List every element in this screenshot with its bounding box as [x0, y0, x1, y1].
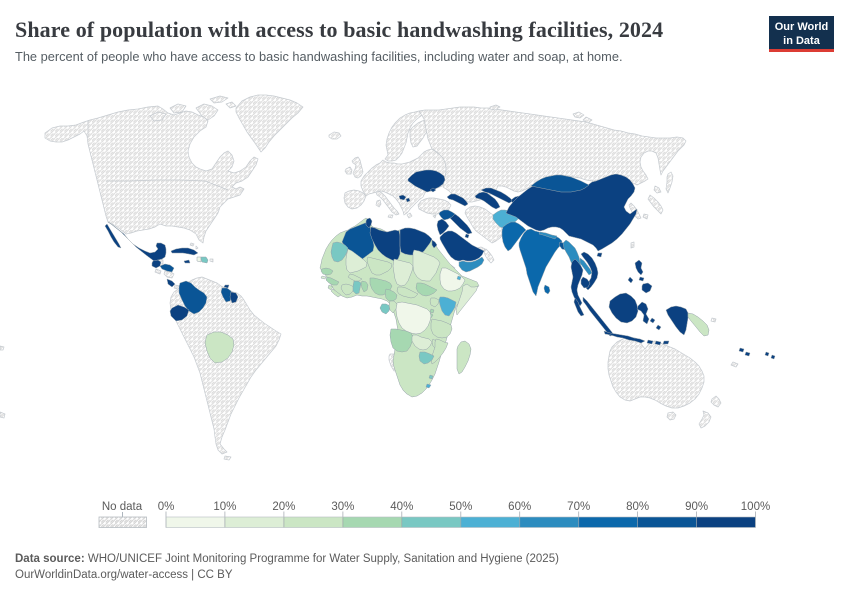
svg-text:70%: 70%: [567, 501, 590, 513]
svg-text:50%: 50%: [449, 501, 472, 513]
svg-text:10%: 10%: [213, 501, 236, 513]
svg-text:No data: No data: [102, 501, 143, 513]
svg-text:20%: 20%: [272, 501, 295, 513]
svg-text:0%: 0%: [158, 501, 175, 513]
svg-text:100%: 100%: [741, 501, 770, 513]
svg-text:90%: 90%: [685, 501, 708, 513]
svg-text:60%: 60%: [508, 501, 531, 513]
svg-text:80%: 80%: [626, 501, 649, 513]
svg-text:30%: 30%: [331, 501, 354, 513]
svg-text:40%: 40%: [390, 501, 413, 513]
